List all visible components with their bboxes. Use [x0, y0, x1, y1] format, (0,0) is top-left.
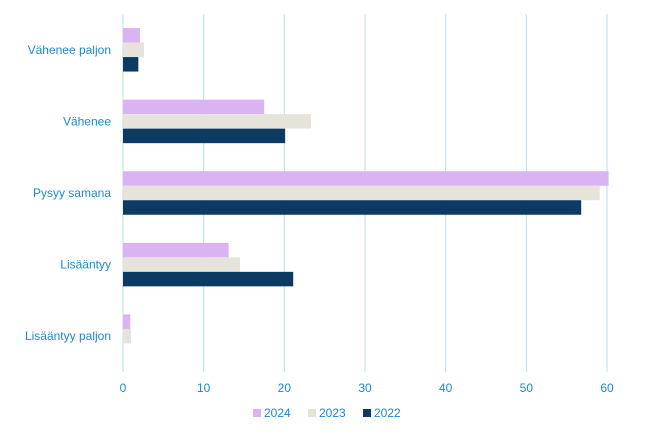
legend-label-2022: 2022: [374, 406, 401, 420]
x-tick-label-30: 30: [358, 381, 372, 395]
bar-2023-0: [123, 42, 144, 58]
x-tick-label-10: 10: [197, 381, 211, 395]
x-tick-label-0: 0: [120, 381, 127, 395]
category-label-0: Vähenee paljon: [28, 43, 111, 57]
x-tick-labels: 0 10 20 30 40 50 60: [120, 381, 614, 395]
bar-2023-3: [123, 257, 240, 272]
legend-swatch-2024: [253, 409, 261, 417]
x-tick-label-60: 60: [600, 381, 614, 395]
category-label-4: Lisääntyy paljon: [25, 329, 111, 343]
bar-2022-0: [123, 57, 139, 72]
category-label-2: Pysyy samana: [33, 186, 111, 200]
bar-2023-2: [123, 185, 600, 201]
bar-2023-4: [123, 328, 132, 344]
bar-2022-2: [123, 200, 582, 215]
legend-swatch-2023: [308, 409, 316, 417]
legend: 2024 2023 2022: [253, 406, 401, 420]
bar-2022-1: [123, 128, 286, 144]
bar-2022-3: [123, 271, 294, 287]
x-tick-label-20: 20: [278, 381, 292, 395]
bar-2024-3: [123, 242, 229, 258]
bar-2024-2: [123, 171, 609, 186]
legend-swatch-2022: [363, 409, 371, 417]
bar-2024-1: [123, 99, 265, 115]
category-labels: Vähenee paljon Vähenee Pysyy samana Lisäänt…: [25, 43, 111, 343]
bar-2023-1: [123, 114, 311, 129]
category-label-1: Vähenee: [63, 114, 111, 128]
bars: [123, 28, 609, 344]
bar-2024-4: [123, 314, 131, 329]
x-tick-label-40: 40: [439, 381, 453, 395]
x-tick-label-50: 50: [520, 381, 534, 395]
category-label-3: Lisääntyy: [60, 258, 111, 272]
legend-label-2023: 2023: [319, 406, 346, 420]
legend-label-2024: 2024: [264, 406, 291, 420]
bar-2024-0: [123, 28, 140, 43]
